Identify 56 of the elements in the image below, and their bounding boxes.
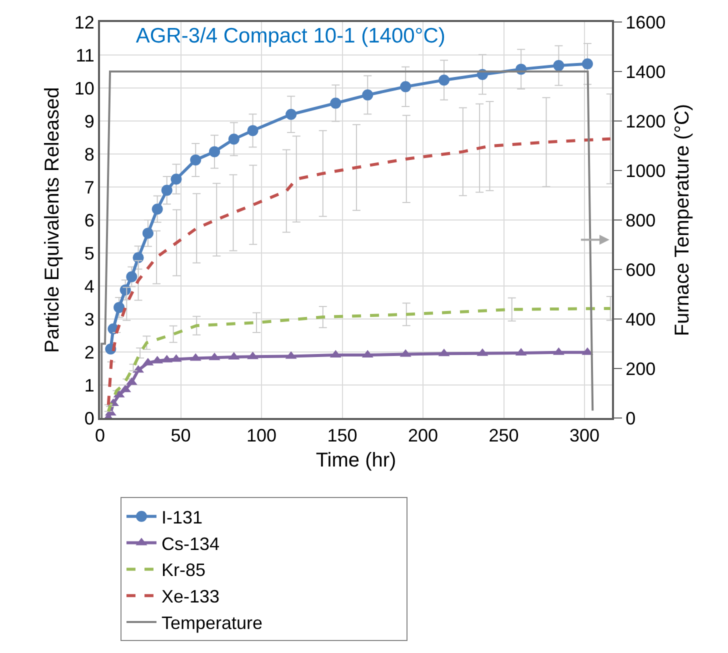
point: [152, 204, 163, 215]
point: [330, 98, 342, 109]
x-tick-label: 200: [408, 426, 438, 446]
y-tick-label: 6: [84, 210, 94, 230]
point: [114, 302, 125, 313]
legend-label: Xe-133: [161, 586, 220, 607]
point: [362, 89, 374, 100]
point: [142, 228, 154, 239]
point: [438, 74, 450, 86]
point: [190, 154, 202, 166]
x-tick-label: 300: [570, 426, 600, 446]
chart-title: AGR-3/4 Compact 10-1 (1400°C): [136, 24, 446, 48]
y2-tick-label: 200: [626, 358, 656, 379]
y-tick-label: 0: [84, 408, 94, 428]
x-tick-label: 100: [246, 426, 277, 446]
y-tick-label: 8: [84, 144, 94, 164]
point: [126, 271, 138, 282]
y-tick-label: 3: [84, 309, 94, 330]
legend-label: Temperature: [161, 613, 263, 634]
x-tick-label: 150: [327, 426, 358, 446]
y-tick-label: 12: [74, 12, 94, 32]
point: [228, 134, 240, 145]
y2-tick-label: 0: [626, 408, 636, 428]
point: [209, 146, 220, 158]
y-tick-label: 5: [84, 243, 94, 264]
point: [247, 125, 258, 136]
point: [582, 58, 593, 70]
x-axis-title: Time (hr): [316, 450, 396, 472]
legend-label: I-131: [161, 507, 203, 528]
point: [161, 184, 172, 196]
y2-tick-label: 600: [626, 260, 656, 280]
x-tick-label: 250: [488, 426, 519, 446]
y-tick-label: 1: [84, 375, 94, 396]
legend-label: Cs-134: [161, 534, 220, 554]
x-tick-label: 50: [170, 426, 191, 446]
legend-label: Kr-85: [161, 560, 206, 580]
y-tick-label: 11: [76, 45, 94, 66]
line-series: [106, 137, 612, 406]
y2-axis-title: Furnace Temperature (°C): [672, 104, 694, 336]
line-series: [100, 70, 594, 418]
point: [400, 81, 412, 92]
y2-tick-label: 800: [626, 210, 656, 230]
y-tick-label: 7: [84, 177, 94, 198]
point: [286, 108, 297, 120]
y2-tick-label: 1200: [626, 111, 666, 132]
y2-tick-label: 1000: [626, 160, 666, 181]
y2-tick-label: 1400: [626, 62, 666, 82]
point: [170, 174, 182, 185]
point: [553, 60, 564, 72]
y-axis-title: Particle Equivalents Released: [41, 87, 64, 353]
y-tick-label: 9: [84, 111, 94, 132]
y-tick-label: 4: [84, 276, 94, 296]
y-tick-label: 10: [74, 78, 94, 98]
y2-tick-label: 1600: [626, 12, 666, 32]
y2-tick-label: 400: [626, 309, 656, 330]
y-tick-label: 2: [84, 342, 94, 362]
